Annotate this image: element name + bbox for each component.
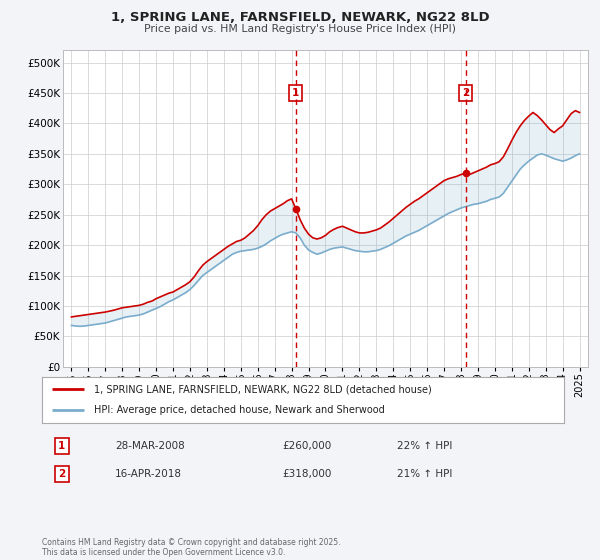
Text: 1, SPRING LANE, FARNSFIELD, NEWARK, NG22 8LD (detached house): 1, SPRING LANE, FARNSFIELD, NEWARK, NG22… xyxy=(94,384,432,394)
Text: 1, SPRING LANE, FARNSFIELD, NEWARK, NG22 8LD: 1, SPRING LANE, FARNSFIELD, NEWARK, NG22… xyxy=(110,11,490,24)
Text: 21% ↑ HPI: 21% ↑ HPI xyxy=(397,469,452,479)
Text: 2: 2 xyxy=(58,469,65,479)
Text: 16-APR-2018: 16-APR-2018 xyxy=(115,469,182,479)
Text: Contains HM Land Registry data © Crown copyright and database right 2025.
This d: Contains HM Land Registry data © Crown c… xyxy=(42,538,341,557)
Text: 22% ↑ HPI: 22% ↑ HPI xyxy=(397,441,452,451)
Text: £260,000: £260,000 xyxy=(282,441,331,451)
Text: Price paid vs. HM Land Registry's House Price Index (HPI): Price paid vs. HM Land Registry's House … xyxy=(144,24,456,34)
Text: 1: 1 xyxy=(292,88,299,98)
Text: 28-MAR-2008: 28-MAR-2008 xyxy=(115,441,185,451)
Text: HPI: Average price, detached house, Newark and Sherwood: HPI: Average price, detached house, Newa… xyxy=(94,405,385,416)
Text: 2: 2 xyxy=(462,88,470,98)
Text: £318,000: £318,000 xyxy=(282,469,331,479)
Text: 1: 1 xyxy=(58,441,65,451)
